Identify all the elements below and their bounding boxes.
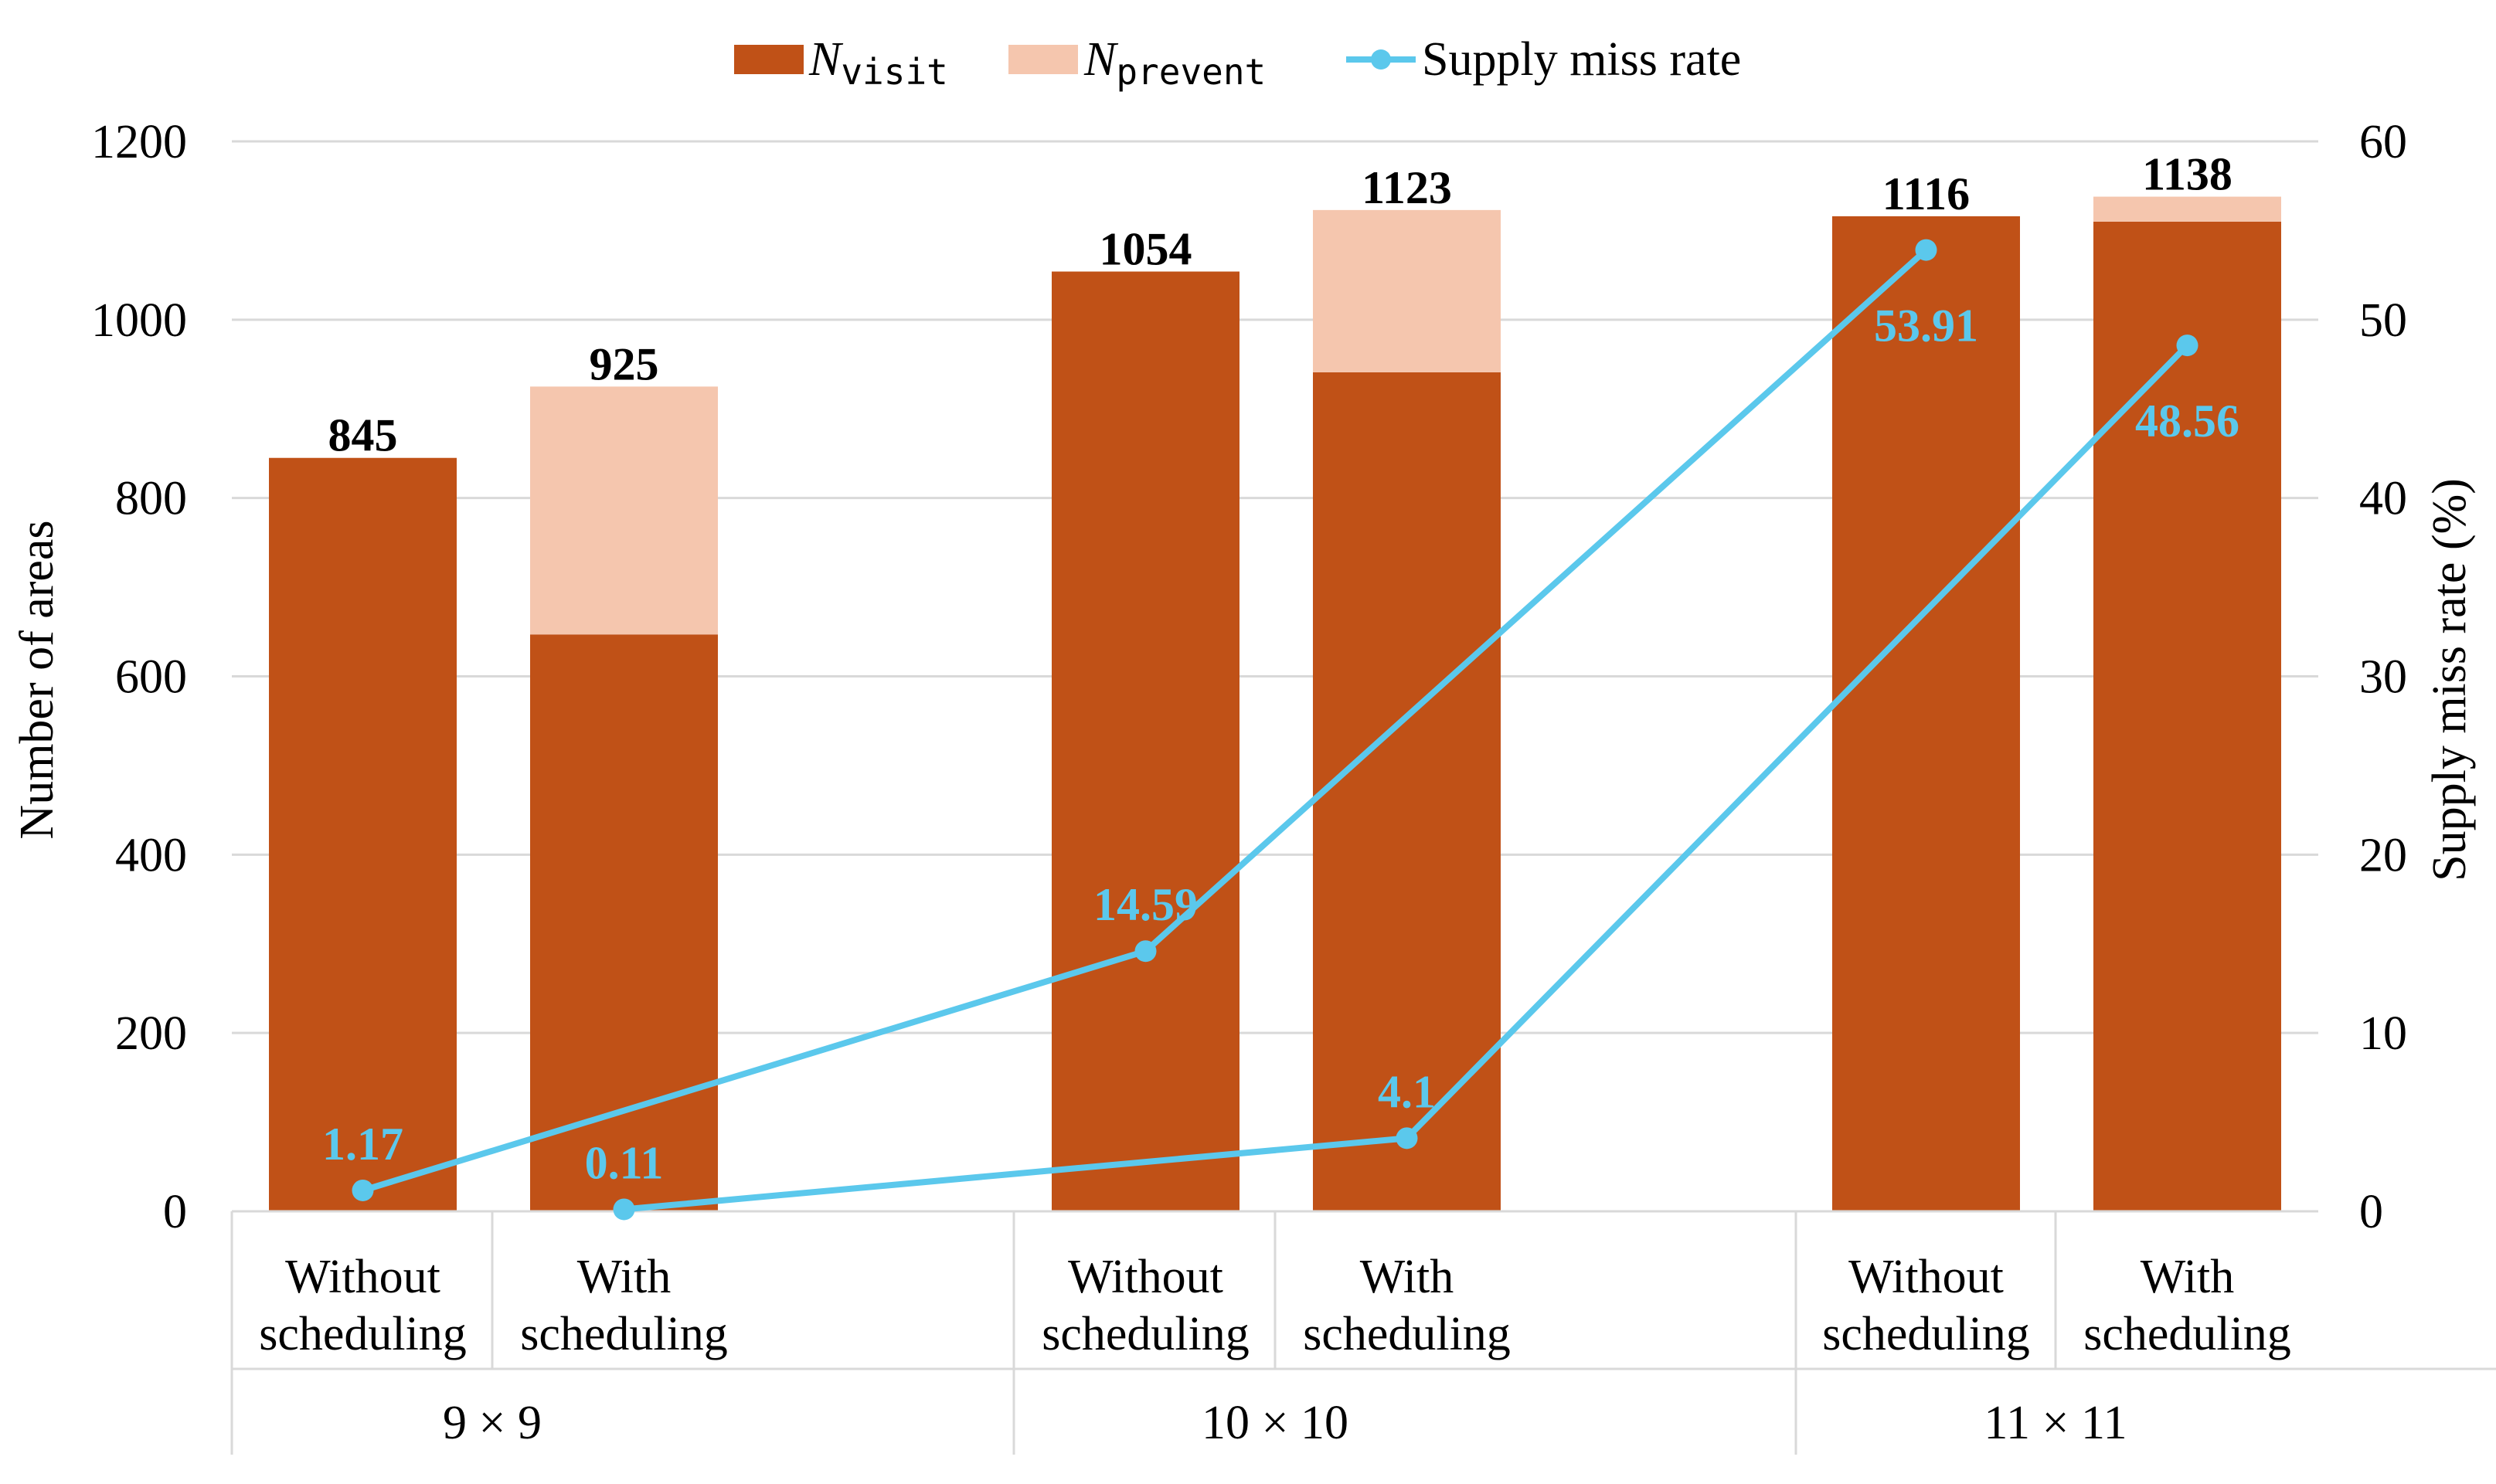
y-axis-left-title: Number of areas <box>11 520 63 839</box>
bar-category-label: scheduling <box>520 1308 728 1360</box>
y-left-tick-label: 0 <box>163 1186 187 1238</box>
bar-visit <box>1052 271 1239 1212</box>
y-right-tick-label: 60 <box>2359 116 2407 168</box>
bar-category-label: scheduling <box>1822 1308 2030 1360</box>
line-data-label: 0.11 <box>585 1137 664 1188</box>
bar-total-label: 1123 <box>1362 162 1452 213</box>
data-labels: 845 925 1054 1123 1116 1138 1.17 14.59 53.91 0.11… <box>322 149 2239 1189</box>
bar-category-label: With <box>1360 1251 1454 1303</box>
line-marker <box>1396 1127 1418 1150</box>
bar-category-label: scheduling <box>1303 1308 1511 1360</box>
y-right-tick-label: 30 <box>2359 651 2407 704</box>
line-series <box>352 239 2198 1221</box>
y-left-tick-label: 1200 <box>91 116 187 168</box>
line-marker <box>352 1179 374 1201</box>
legend: Nvisit Nprevent Supply miss rate <box>734 33 1741 93</box>
y-left-tick-label: 1000 <box>91 294 187 347</box>
y-left-tick-label: 400 <box>115 829 187 881</box>
line-data-label: 1.17 <box>322 1119 403 1170</box>
y-axis-right-title: Supply miss rate (%) <box>2423 478 2476 881</box>
legend-label-line: Supply miss rate <box>1422 33 1741 86</box>
y-left-tick-label: 800 <box>115 473 187 525</box>
legend-label-visit: Nvisit <box>808 33 948 93</box>
bar-category-label: Without <box>285 1251 440 1303</box>
line-data-label: 14.59 <box>1093 879 1198 930</box>
group-label: 10 × 10 <box>1202 1397 1348 1449</box>
bar-visit <box>2093 221 2281 1211</box>
bar-category-label: Without <box>1068 1251 1223 1303</box>
line-data-label: 48.56 <box>2135 396 2239 447</box>
bar-visit <box>530 634 718 1211</box>
bar-category-label: scheduling <box>2083 1308 2291 1360</box>
line-marker <box>2176 334 2198 357</box>
y-right-tick-label: 0 <box>2359 1186 2383 1238</box>
bar-category-label: Without <box>1848 1251 2004 1303</box>
legend-swatch-marker <box>1371 49 1391 70</box>
bar-category-label: scheduling <box>259 1308 467 1360</box>
bar-visit <box>1832 216 2020 1212</box>
y-right-tick-label: 50 <box>2359 294 2407 347</box>
y-left-tick-label: 200 <box>115 1007 187 1060</box>
legend-swatch-prevent <box>1008 45 1078 74</box>
bar-visit <box>269 457 457 1211</box>
group-label: 11 × 11 <box>1984 1397 2127 1449</box>
line-marker <box>1915 239 1937 261</box>
y-left-tick-label: 600 <box>115 651 187 704</box>
bar-prevent <box>2093 196 2281 222</box>
axes: 0 200 400 600 800 1000 1200 0 10 20 30 40 50 60 Withou… <box>91 116 2496 1455</box>
bar-total-label: 1138 <box>2142 149 2232 200</box>
group-label: 9 × 9 <box>443 1397 542 1449</box>
y-right-tick-label: 20 <box>2359 829 2407 881</box>
y-right-tick-label: 10 <box>2359 1007 2407 1060</box>
legend-swatch-visit <box>734 45 804 74</box>
bar-total-label: 1054 <box>1100 224 1192 275</box>
bar-prevent <box>530 386 718 635</box>
line-marker <box>1134 940 1157 963</box>
bar-category-label: scheduling <box>1042 1308 1250 1360</box>
legend-label-prevent: Nprevent <box>1083 33 1266 93</box>
bar-total-label: 1116 <box>1882 168 1970 219</box>
bar-total-label: 845 <box>328 410 398 461</box>
bar-category-label: With <box>577 1251 672 1303</box>
line-data-label: 4.1 <box>1378 1066 1436 1117</box>
bar-total-label: 925 <box>590 338 659 389</box>
line-data-label: 53.91 <box>1874 301 1978 351</box>
y-right-tick-label: 40 <box>2359 473 2407 525</box>
bar-prevent <box>1313 209 1501 372</box>
line-marker <box>613 1198 635 1221</box>
bars <box>269 196 2281 1212</box>
bar-category-label: With <box>2141 1251 2235 1303</box>
